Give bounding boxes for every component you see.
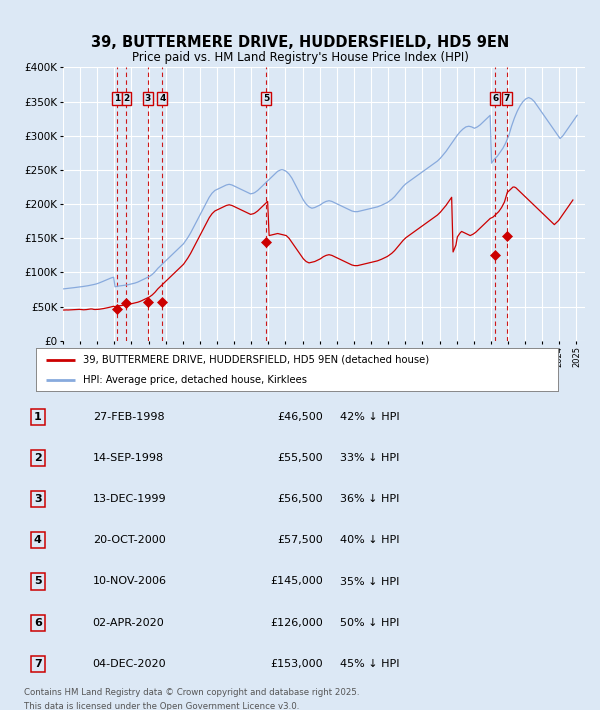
Text: 3: 3: [34, 494, 42, 504]
Text: 35% ↓ HPI: 35% ↓ HPI: [340, 577, 400, 586]
Text: 6: 6: [34, 618, 42, 628]
Text: 20-OCT-2000: 20-OCT-2000: [92, 535, 166, 545]
Text: 7: 7: [34, 659, 42, 669]
Text: 02-APR-2020: 02-APR-2020: [92, 618, 164, 628]
Text: £126,000: £126,000: [270, 618, 323, 628]
Text: Price paid vs. HM Land Registry's House Price Index (HPI): Price paid vs. HM Land Registry's House …: [131, 51, 469, 64]
Text: 5: 5: [263, 94, 269, 103]
Text: 7: 7: [503, 94, 510, 103]
Text: 14-SEP-1998: 14-SEP-1998: [92, 453, 164, 463]
Text: 42% ↓ HPI: 42% ↓ HPI: [340, 412, 400, 422]
Text: 50% ↓ HPI: 50% ↓ HPI: [340, 618, 400, 628]
Text: 2: 2: [124, 94, 130, 103]
Text: £46,500: £46,500: [277, 412, 323, 422]
Text: 10-NOV-2006: 10-NOV-2006: [92, 577, 167, 586]
Text: 4: 4: [34, 535, 42, 545]
Text: £145,000: £145,000: [270, 577, 323, 586]
Text: 3: 3: [145, 94, 151, 103]
Text: This data is licensed under the Open Government Licence v3.0.: This data is licensed under the Open Gov…: [24, 702, 299, 710]
Text: £153,000: £153,000: [271, 659, 323, 669]
Text: 13-DEC-1999: 13-DEC-1999: [92, 494, 166, 504]
Text: 6: 6: [492, 94, 498, 103]
Text: 1: 1: [34, 412, 42, 422]
Text: £56,500: £56,500: [277, 494, 323, 504]
Text: 36% ↓ HPI: 36% ↓ HPI: [340, 494, 400, 504]
Text: 27-FEB-1998: 27-FEB-1998: [92, 412, 164, 422]
Text: HPI: Average price, detached house, Kirklees: HPI: Average price, detached house, Kirk…: [83, 375, 307, 385]
Text: 4: 4: [159, 94, 166, 103]
Text: 45% ↓ HPI: 45% ↓ HPI: [340, 659, 400, 669]
Text: £55,500: £55,500: [277, 453, 323, 463]
Text: 5: 5: [34, 577, 42, 586]
Text: Contains HM Land Registry data © Crown copyright and database right 2025.: Contains HM Land Registry data © Crown c…: [24, 688, 359, 697]
Text: 40% ↓ HPI: 40% ↓ HPI: [340, 535, 400, 545]
Text: £57,500: £57,500: [277, 535, 323, 545]
Text: 04-DEC-2020: 04-DEC-2020: [92, 659, 166, 669]
Text: 2: 2: [34, 453, 42, 463]
Text: 1: 1: [114, 94, 120, 103]
Text: 39, BUTTERMERE DRIVE, HUDDERSFIELD, HD5 9EN (detached house): 39, BUTTERMERE DRIVE, HUDDERSFIELD, HD5 …: [83, 355, 429, 365]
Text: 39, BUTTERMERE DRIVE, HUDDERSFIELD, HD5 9EN: 39, BUTTERMERE DRIVE, HUDDERSFIELD, HD5 …: [91, 35, 509, 50]
Text: 33% ↓ HPI: 33% ↓ HPI: [340, 453, 400, 463]
